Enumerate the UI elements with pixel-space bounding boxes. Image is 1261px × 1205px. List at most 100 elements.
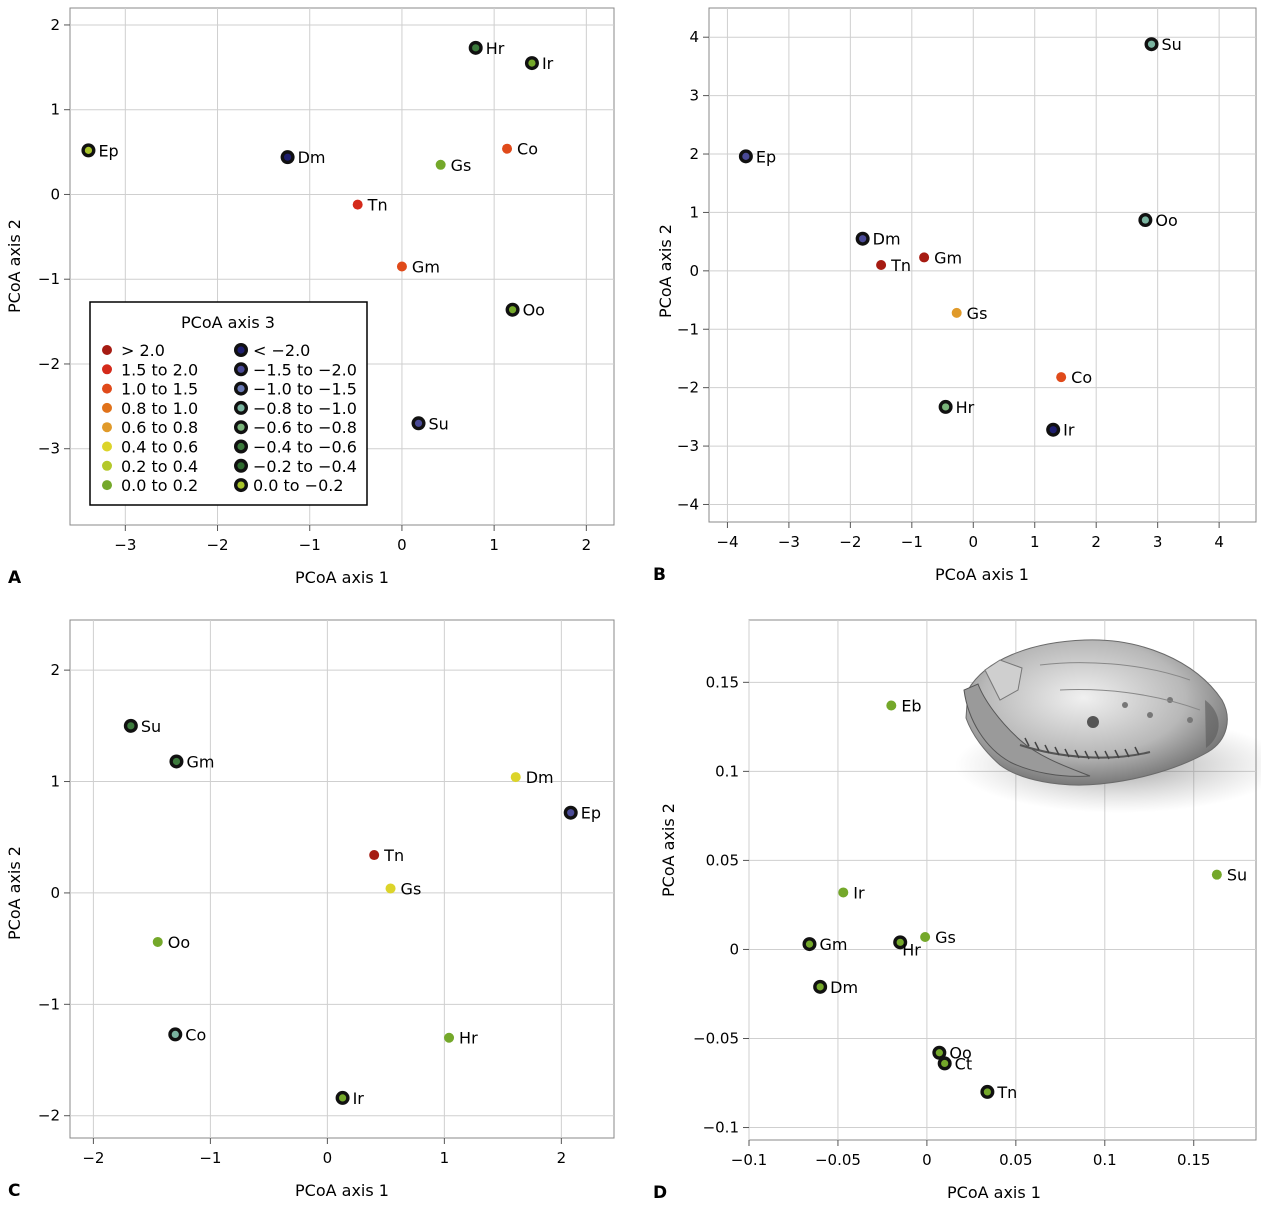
legend-label: 0.8 to 1.0 (121, 399, 198, 418)
point-a-tn-label: Tn (367, 196, 388, 215)
y-tick-label: −1 (38, 995, 60, 1013)
point-a-oo-label: Oo (523, 301, 545, 320)
point-c-dm (510, 772, 521, 783)
point-d-hr-label: Hr (902, 940, 921, 959)
panel-b: −4 −3 −2 −1 0 1 2 3 4 −4 −3 −2 −1 0 1 2 3 4 Su Ep Dm Tn Gm Oo G… (653, 7, 1257, 585)
plot-frame-a (69, 7, 615, 526)
point-d-eb (886, 700, 897, 711)
point-a-hr-label: Hr (486, 39, 505, 58)
x-tick-label: −2 (839, 533, 861, 551)
point-a-tn (352, 199, 363, 210)
point-d-ct (941, 1059, 949, 1068)
legend-label: 1.0 to 1.5 (121, 380, 198, 399)
y-tick-label: 0 (729, 940, 739, 958)
point-b-dm-label: Dm (873, 230, 901, 249)
point-b-su (1147, 40, 1156, 48)
point-b-tn-label: Tn (890, 256, 911, 275)
panel-letter-b: B (653, 565, 666, 585)
legend-swatch-2 (102, 383, 112, 394)
point-d-ir (838, 887, 849, 898)
legend-box (89, 301, 368, 506)
point-a-co-label: Co (517, 140, 538, 159)
legend-label: −1.5 to −2.0 (253, 360, 357, 379)
x-tick-label: −1 (901, 533, 923, 551)
point-c-gm (172, 757, 181, 766)
point-c-gm-label: Gm (186, 752, 214, 771)
legend-label: −0.4 to −0.6 (253, 438, 357, 457)
x-tick-label: 2 (1091, 533, 1101, 551)
point-b-gs-label: Gs (967, 304, 988, 323)
y-tick-label: −3 (38, 440, 60, 458)
x-tick-label: 1 (1030, 533, 1040, 551)
point-a-co (502, 143, 513, 154)
point-a-dm-label: Dm (298, 148, 326, 167)
plot-frame-b (708, 7, 1257, 523)
point-a-hr (472, 44, 480, 52)
grid-b (709, 8, 1256, 522)
ticks-a: −3 −2 −1 0 1 2 −3 −2 −1 0 1 2 (38, 16, 591, 554)
point-a-gs-label: Gs (451, 156, 472, 175)
ticks-c: −2 −1 0 1 2 −2 −1 0 1 2 (38, 661, 566, 1167)
y-tick-label: −0.05 (693, 1029, 739, 1047)
y-tick-label: 0.05 (706, 851, 739, 869)
point-b-hr-label: Hr (956, 398, 975, 417)
point-d-tn-label: Tn (996, 1083, 1017, 1102)
point-c-ir-label: Ir (353, 1089, 365, 1108)
point-a-oo (508, 306, 517, 314)
x-tick-label: 0 (969, 533, 979, 551)
legend-swatch-neg-7 (237, 481, 245, 489)
point-c-oo (152, 936, 163, 947)
point-d-su (1211, 869, 1222, 880)
point-a-ir-label: Ir (542, 54, 554, 73)
point-c-tn (369, 850, 380, 861)
point-c-ir (338, 1094, 347, 1102)
point-b-gm (919, 252, 930, 263)
x-tick-label: 1 (489, 536, 499, 554)
legend-swatch-neg-2 (237, 385, 245, 393)
x-tick-label: −0.05 (815, 1151, 861, 1169)
panel-d: −0.1 −0.05 0 0.05 0.1 0.15 −0.1 −0.05 0 0.05 0.1 0.… (653, 619, 1261, 1203)
legend: PCoA axis 3 > 2.01.5 to 2.01.0 to 1.50.8… (89, 301, 368, 506)
point-c-hr-label: Hr (459, 1029, 478, 1048)
point-b-gs (951, 307, 962, 318)
x-tick-label: 0.05 (999, 1151, 1032, 1169)
legend-label: 0.0 to −0.2 (253, 476, 344, 495)
legend-label: −0.2 to −0.4 (253, 457, 357, 476)
x-tick-label: 0 (397, 536, 407, 554)
legend-label: < −2.0 (253, 341, 310, 360)
panel-c: −2 −1 0 1 2 −2 −1 0 1 2 Su Gm Dm Ep Tn Gs Oo Co Hr Ir PCoA… (5, 619, 615, 1201)
point-b-co-label: Co (1071, 368, 1092, 387)
x-tick-label: −3 (778, 533, 800, 551)
x-tick-label: 3 (1153, 533, 1163, 551)
points-b: Su Ep Dm Tn Gm Oo Gs Co Hr Ir (738, 35, 1182, 440)
x-tick-label: 0 (922, 1151, 932, 1169)
legend-right-column: < −2.0−1.5 to −2.0−1.0 to −1.5−0.8 to −1… (234, 341, 357, 495)
x-tick-label: 0.15 (1177, 1151, 1210, 1169)
y-tick-label: −2 (38, 1107, 60, 1125)
legend-swatch-neg-3 (237, 404, 245, 412)
grid-c (70, 620, 614, 1138)
skull-image (955, 639, 1261, 813)
x-axis-label-d: PCoA axis 1 (947, 1183, 1041, 1202)
point-b-ir (1049, 426, 1057, 434)
legend-swatch-6 (102, 460, 112, 471)
legend-swatch-neg-4 (237, 423, 245, 431)
y-axis-label-a: PCoA axis 2 (5, 219, 24, 313)
y-tick-label: −2 (677, 379, 699, 397)
y-tick-label: 2 (689, 145, 699, 163)
points-a: Ep Dm Tn Gm Gs Hr Ir Co Oo Su (81, 39, 554, 433)
point-b-tn (876, 260, 887, 270)
x-tick-label: −3 (114, 536, 136, 554)
x-axis-label-c: PCoA axis 1 (295, 1181, 389, 1200)
y-tick-label: 4 (689, 28, 699, 46)
point-b-ir-label: Ir (1063, 421, 1075, 440)
point-d-gm-label: Gm (819, 935, 847, 954)
point-b-su-label: Su (1162, 35, 1182, 54)
y-tick-label: 0.1 (715, 762, 739, 780)
legend-swatch-4 (102, 422, 112, 433)
point-c-su-label: Su (141, 717, 161, 736)
point-a-gs (435, 159, 446, 170)
y-axis-label-c: PCoA axis 2 (5, 846, 24, 940)
